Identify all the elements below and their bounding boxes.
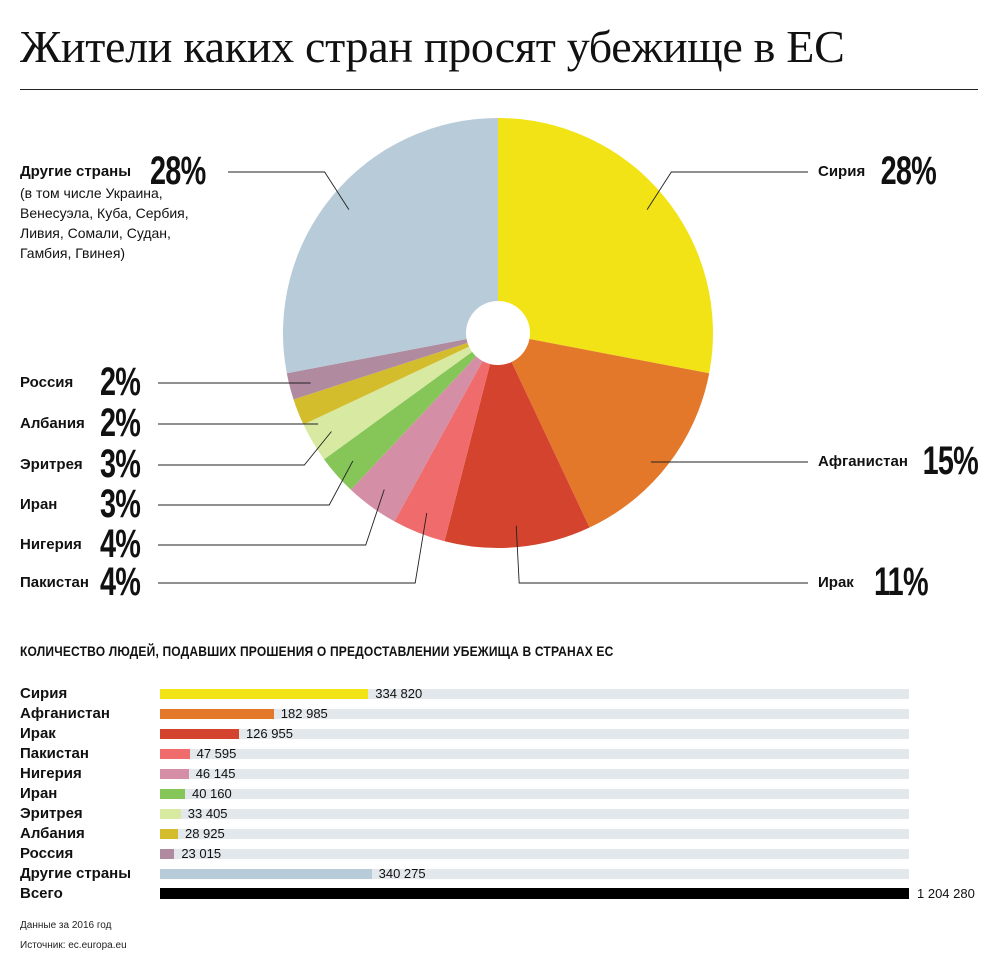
- pie-slice-другие-страны: [282, 118, 498, 374]
- leader-line-пакистан: [158, 512, 428, 584]
- source-note: Источник: ec.europa.eu: [20, 940, 127, 951]
- leader-line-иран: [158, 460, 354, 506]
- bar-value: 47 595: [196, 746, 237, 761]
- leader-line-эритрея: [158, 431, 332, 466]
- bar-ирак: [160, 729, 239, 739]
- pie-label-россия: Россия: [20, 374, 74, 391]
- bar-track: [160, 849, 909, 859]
- bar-label: Нигерия: [20, 765, 82, 782]
- bar-row: Ирак 126 955: [0, 724, 998, 744]
- pie-percent-афганистан: 15%: [922, 439, 979, 483]
- data-period-note: Данные за 2016 год: [20, 920, 112, 931]
- bar-row: Албания 28 925: [0, 824, 998, 844]
- leader-line-другие-страны: [228, 171, 350, 210]
- title-divider: [20, 89, 978, 90]
- pie-percent-сирия: 28%: [880, 149, 937, 193]
- leader-line-нигерия: [158, 489, 385, 546]
- bar-label: Пакистан: [20, 745, 89, 762]
- bar-label: Ирак: [20, 725, 56, 742]
- bar-total: [160, 888, 909, 899]
- bar-value: 334 820: [375, 686, 423, 701]
- bar-сирия: [160, 689, 369, 699]
- pie-percent-эритрея: 3%: [100, 442, 141, 486]
- bar-track: [160, 829, 909, 839]
- pie-slice-нигерия: [350, 333, 498, 522]
- bar-иран: [160, 789, 185, 799]
- bar-value: 46 145: [195, 766, 236, 781]
- bar-row: Россия 23 015: [0, 844, 998, 864]
- bar-нигерия: [160, 769, 189, 779]
- pie-percent-ирак: 11%: [874, 560, 929, 604]
- bar-value: 28 925: [184, 826, 225, 841]
- pie-label-афганистан: Афганистан: [818, 453, 908, 470]
- bar-row: Пакистан 47 595: [0, 744, 998, 764]
- pie-slice-албания: [293, 333, 498, 425]
- pie-slice-россия: [286, 333, 498, 400]
- bar-value: 182 985: [280, 706, 328, 721]
- pie-label-ирак: Ирак: [818, 574, 854, 591]
- pie-percent-нигерия: 4%: [100, 522, 141, 566]
- pie-slice-сирия: [498, 118, 713, 374]
- pie-percent-другие-страны: 28%: [150, 149, 206, 193]
- bar-label: Иран: [20, 785, 58, 802]
- bar-пакистан: [160, 749, 190, 759]
- bar-value: 23 015: [181, 846, 222, 861]
- bar-row: Афганистан 182 985: [0, 704, 998, 724]
- bar-row-total: Всего 1 204 280: [0, 884, 998, 904]
- pie-label-албания: Албания: [20, 415, 85, 432]
- pie-percent-россия: 2%: [100, 360, 141, 404]
- bar-track: [160, 729, 909, 739]
- bar-row: Эритрея 33 405: [0, 804, 998, 824]
- bar-row: Нигерия 46 145: [0, 764, 998, 784]
- bar-track: [160, 709, 909, 719]
- pie-center-hole: [466, 301, 530, 365]
- bar-label-total: Всего: [20, 885, 63, 902]
- bar-track: [160, 809, 909, 819]
- bar-value: 33 405: [187, 806, 228, 821]
- pie-slice-эритрея: [303, 333, 498, 460]
- bar-track: [160, 869, 909, 879]
- page-title: Жители каких стран просят убежище в ЕС: [20, 21, 845, 72]
- bar-label: Сирия: [20, 685, 68, 702]
- pie-slice-пакистан: [394, 333, 498, 542]
- pie-label-пакистан: Пакистан: [20, 574, 89, 591]
- pie-label-эритрея: Эритрея: [20, 456, 83, 473]
- bar-row: Сирия 334 820: [0, 684, 998, 704]
- leader-line-ирак: [515, 525, 808, 584]
- bar-афганистан: [160, 709, 274, 719]
- pie-percent-албания: 2%: [100, 401, 141, 445]
- bar-албания: [160, 829, 178, 839]
- pie-label-нигерия: Нигерия: [20, 536, 82, 553]
- bar-label: Эритрея: [20, 805, 83, 822]
- bar-label: Афганистан: [20, 705, 110, 722]
- bar-value: 40 160: [191, 786, 232, 801]
- bar-row: Иран 40 160: [0, 784, 998, 804]
- bar-label: Албания: [20, 825, 85, 842]
- bar-chart-title: КОЛИЧЕСТВО ЛЮДЕЙ, ПОДАВШИХ ПРОШЕНИЯ О ПР…: [20, 643, 614, 659]
- pie-percent-пакистан: 4%: [100, 560, 141, 604]
- bar-track: [160, 789, 909, 799]
- bar-value: 340 275: [378, 866, 426, 881]
- bar-value: 126 955: [245, 726, 293, 741]
- pie-chart: [158, 118, 808, 584]
- bar-track: [160, 749, 909, 759]
- bar-label: Другие страны: [20, 865, 132, 882]
- bar-эритрея: [160, 809, 181, 819]
- bar-row: Другие страны 340 275: [0, 864, 998, 884]
- pie-slice-афганистан: [498, 333, 710, 528]
- pie-label-иран: Иран: [20, 496, 58, 513]
- leader-line-сирия: [646, 171, 808, 210]
- bar-россия: [160, 849, 175, 859]
- pie-label-другие-страны: Другие страны: [20, 163, 132, 180]
- pie-percent-иран: 3%: [100, 482, 141, 526]
- pie-label-сирия: Сирия: [818, 163, 866, 180]
- pie-slice-иран: [324, 333, 498, 490]
- bar-label: Россия: [20, 845, 74, 862]
- bar-другие-страны: [160, 869, 372, 879]
- other-countries-note: (в том числе Украина, Венесуэла, Куба, С…: [20, 185, 189, 261]
- bar-value-total: 1 204 280: [917, 886, 975, 901]
- bar-track: [160, 689, 909, 699]
- pie-slice-ирак: [444, 333, 590, 548]
- bar-track: [160, 769, 909, 779]
